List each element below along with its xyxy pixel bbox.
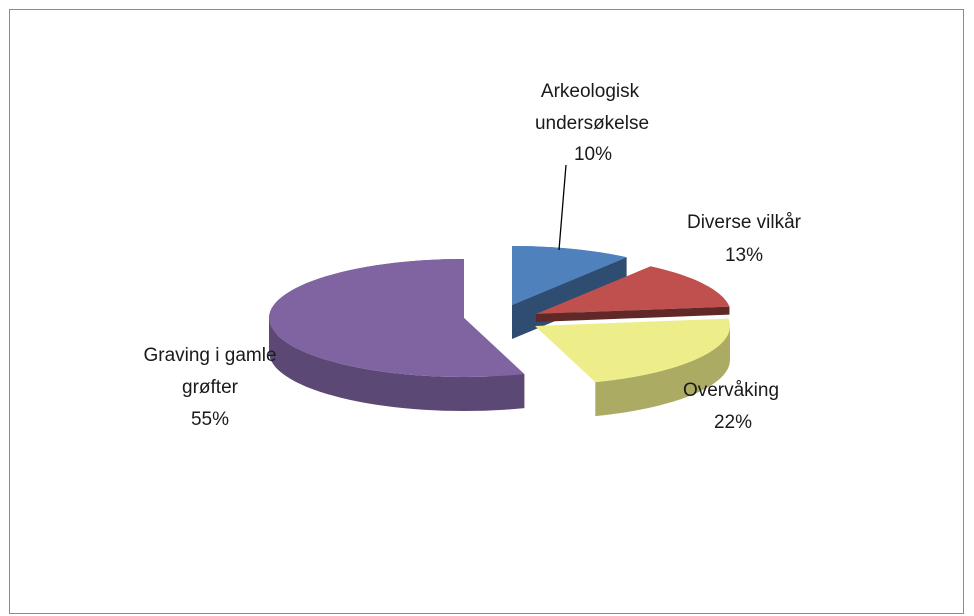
label-arkeologisk-line1: Arkeologisk <box>541 81 640 102</box>
label-graving-line1: Graving i gamle <box>143 345 276 366</box>
slice-top-graving <box>269 259 525 377</box>
label-overvaking-pct: 22% <box>714 412 752 433</box>
label-arkeologisk-pct: 10% <box>574 144 612 165</box>
slices-group <box>269 246 730 417</box>
chart-frame <box>9 9 964 614</box>
slice-top-overvaking <box>535 318 730 383</box>
label-diverse-name: Diverse vilkår <box>687 212 802 233</box>
leader-line-arkeologisk <box>558 164 567 251</box>
slice-wall-diverse <box>536 306 730 322</box>
slice-top-diverse <box>536 266 730 314</box>
label-diverse-pct: 13% <box>725 245 763 266</box>
label-graving-pct: 55% <box>191 409 229 430</box>
label-arkeologisk-line2: undersøkelse <box>535 113 649 134</box>
label-graving-line2: grøfter <box>182 377 239 398</box>
slice-overvaking <box>535 318 730 417</box>
slice-arkeologisk <box>512 246 627 339</box>
slice-side-graving <box>269 318 525 411</box>
slice-side-overvaking <box>595 326 730 417</box>
slice-diverse <box>536 266 730 322</box>
label-overvaking-name: Overvåking <box>683 380 779 401</box>
slice-top-overlay-arkeologisk <box>512 246 627 305</box>
slice-graving <box>269 259 525 411</box>
